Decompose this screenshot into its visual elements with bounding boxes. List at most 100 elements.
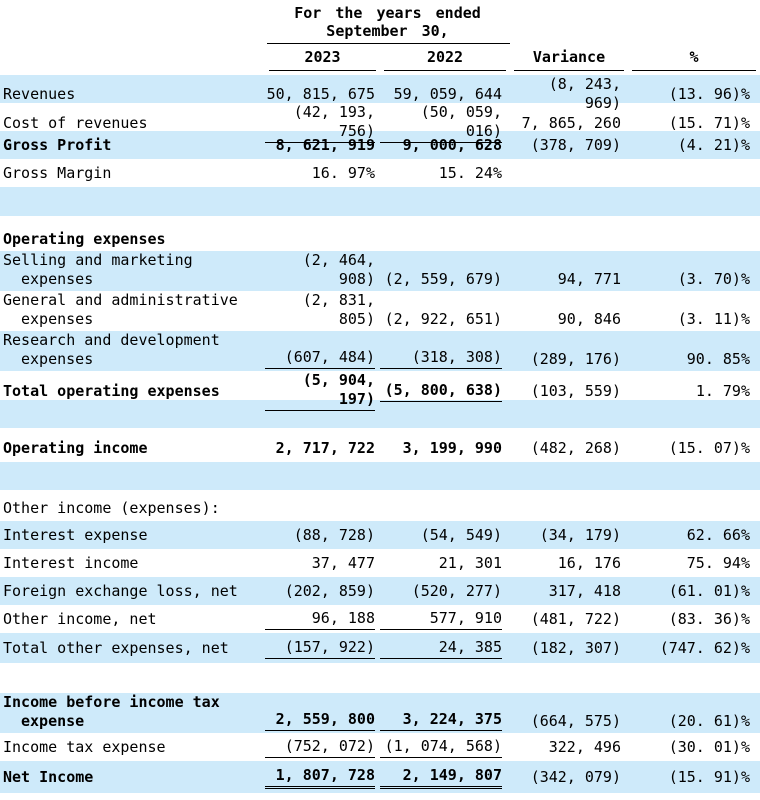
table-row: Selling and marketing expenses (2, 464, 90… [0, 251, 760, 291]
cell-percent: 90. 85% [686, 350, 750, 368]
column-header-label: 2022 [384, 48, 506, 71]
table-header: For the years ended September 30, 2023 2… [0, 0, 760, 75]
row-label: Total operating expenses [3, 381, 220, 400]
table-row: Gross Profit 8, 621, 919 9, 000, 628 (378, … [0, 131, 760, 159]
cell-2022: 3, 224, 375 [380, 693, 510, 735]
table-row: Interest income 37, 477 21, 301 16, 176 75. … [0, 549, 760, 577]
cell-2023: 2, 717, 722 [275, 438, 375, 457]
cell-2022: 24, 385 [380, 633, 510, 663]
row-label: Research and development expenses [3, 331, 220, 368]
row-label: Total other expenses, net [3, 638, 229, 657]
spacer-row [0, 187, 760, 216]
row-label: Interest income [3, 553, 139, 572]
section-label: Other income (expenses): [3, 499, 220, 517]
cell-percent: (15. 71)% [668, 113, 750, 132]
cell-percent [628, 159, 760, 187]
section-row: Operating expenses [0, 227, 760, 251]
cell-variance: 7, 865, 260 [521, 113, 621, 132]
cell-percent: (15. 91)% [668, 767, 750, 786]
cell-variance: (103, 559) [530, 381, 621, 400]
cell-2023: 8, 621, 919 [275, 135, 375, 154]
cell-2023: (2, 831, 805) [302, 291, 375, 328]
cell-2023: 50, 815, 675 [266, 84, 375, 103]
cell-2022: (50, 059, 016) [380, 103, 510, 143]
cell-2023: (202, 859) [284, 581, 375, 600]
cell-2022: (520, 277) [411, 581, 502, 600]
cell-percent: (4. 21)% [677, 135, 750, 154]
row-label: Net Income [3, 767, 94, 786]
cell-variance [510, 159, 628, 187]
section-label: Operating expenses [3, 229, 166, 248]
column-header-2023: 2023 [265, 48, 380, 71]
cell-2022: 577, 910 [380, 605, 510, 633]
period-rule [267, 43, 510, 44]
column-header-label: 2023 [269, 48, 376, 71]
cell-percent: 62. 66% [686, 525, 750, 544]
period-heading: For the years ended September 30, [265, 4, 510, 40]
cell-2022: (2, 559, 679) [384, 270, 502, 288]
cell-2022: (318, 308) [380, 331, 510, 373]
table-row: General and administrative expenses (2, 83… [0, 291, 760, 331]
cell-percent: (747. 62)% [659, 638, 750, 657]
table-row: Total other expenses, net (157, 922) 24, 3… [0, 633, 760, 663]
cell-2023: 96, 188 [265, 605, 380, 633]
cell-2022: (5, 800, 638) [380, 371, 510, 411]
spacer-row [0, 663, 760, 693]
cell-percent: (13. 96)% [668, 84, 750, 103]
row-label: Other income, net [3, 609, 157, 628]
cell-variance: (289, 176) [530, 350, 621, 368]
cell-variance: (481, 722) [530, 609, 621, 628]
cell-variance: (664, 575) [530, 712, 621, 730]
cell-2022: (1, 074, 568) [380, 733, 510, 761]
spacer-row [0, 793, 760, 800]
cell-variance: (378, 709) [530, 135, 621, 154]
cell-percent: (20. 61)% [668, 712, 750, 730]
cell-2022: (2, 922, 651) [384, 310, 502, 328]
cell-2023: 37, 477 [311, 553, 375, 572]
table-body: Revenues 50, 815, 675 59, 059, 644 (8, 243,… [0, 75, 760, 800]
cell-2023: (752, 072) [265, 733, 380, 761]
table-row: Income before income tax expense 2, 559, 8… [0, 693, 760, 733]
cell-variance: 317, 418 [548, 581, 621, 600]
row-label: Foreign exchange loss, net [3, 581, 238, 600]
cell-variance: 90, 846 [557, 310, 621, 328]
cell-percent: (61. 01)% [668, 581, 750, 600]
cell-variance: (8, 243, 969) [548, 75, 621, 112]
cell-2022: 3, 199, 990 [402, 438, 502, 457]
table-row: Cost of revenues (42, 193, 756) (50, 059, … [0, 103, 760, 143]
cell-2023: 1, 807, 728 [265, 761, 380, 793]
cell-variance: (482, 268) [530, 438, 621, 457]
cell-2022: 2, 149, 807 [380, 761, 510, 793]
column-header-variance: Variance [510, 48, 628, 71]
column-header-2022: 2022 [380, 48, 510, 71]
cell-variance: 94, 771 [557, 270, 621, 288]
column-header-percent: % [628, 48, 760, 71]
cell-2023: (5, 904, 197) [265, 371, 380, 411]
column-header-label: Variance [514, 48, 624, 71]
table-row: Gross Margin 16. 97% 15. 24% [0, 159, 760, 187]
cell-variance: (34, 179) [539, 525, 621, 544]
row-label: Cost of revenues [3, 113, 148, 132]
period-line-2: September 30, [326, 22, 449, 40]
cell-2023: 16. 97% [311, 163, 375, 182]
column-header-blank [0, 48, 265, 71]
row-label: Gross Margin [3, 163, 112, 182]
cell-2022: 15. 24% [438, 163, 502, 182]
cell-percent: (83. 36)% [668, 609, 750, 628]
cell-2023: (157, 922) [265, 633, 380, 663]
cell-2022: 21, 301 [438, 553, 502, 572]
table-row: Net Income 1, 807, 728 2, 149, 807 (342, 07… [0, 761, 760, 793]
cell-2023: (88, 728) [293, 525, 375, 544]
table-row: Total operating expenses (5, 904, 197) (5,… [0, 371, 760, 411]
cell-percent: (30. 01)% [668, 737, 750, 756]
column-header-label: % [632, 48, 756, 71]
row-label: Operating income [3, 438, 148, 457]
cell-variance: (342, 079) [530, 767, 621, 786]
spacer-row [0, 462, 760, 490]
column-header-row: 2023 2022 Variance % [0, 48, 760, 71]
cell-2022: 9, 000, 628 [402, 135, 502, 154]
row-label: Interest expense [3, 525, 148, 544]
table-row: Income tax expense (752, 072) (1, 074, 568… [0, 733, 760, 761]
cell-percent: (3. 70)% [677, 270, 750, 288]
